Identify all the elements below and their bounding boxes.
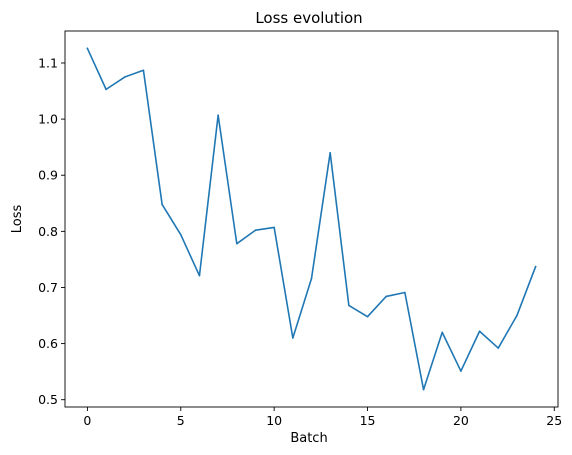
data-point (123, 76, 126, 78)
data-point (534, 265, 537, 268)
data-point (236, 242, 238, 245)
data-point (179, 233, 182, 236)
data-point (86, 47, 89, 50)
y-tick-label: 0.9 (38, 168, 58, 183)
y-tick-label: 0.8 (38, 224, 58, 239)
x-tick-label: 0 (83, 413, 91, 428)
data-point (366, 315, 369, 318)
data-point (217, 114, 219, 116)
data-point (460, 370, 462, 372)
y-tick-label: 1.1 (38, 55, 58, 70)
chart-title: Loss evolution (255, 9, 362, 27)
data-point (422, 388, 425, 391)
x-tick-label: 20 (453, 413, 469, 428)
data-point (497, 347, 500, 349)
data-point (385, 295, 388, 298)
x-axis-label: Batch (290, 431, 327, 446)
data-point (478, 330, 481, 333)
y-tick-label: 0.5 (38, 392, 58, 407)
data-point (254, 229, 257, 232)
y-tick-label: 0.6 (38, 336, 58, 351)
data-point (161, 203, 163, 206)
data-point (105, 88, 107, 91)
data-point (142, 69, 145, 72)
data-point (441, 331, 444, 334)
x-tick-label: 10 (266, 413, 282, 428)
x-tick-label: 5 (177, 413, 185, 428)
y-axis-label: Loss (10, 205, 25, 234)
data-point (292, 337, 294, 339)
plot-area-frame (64, 30, 559, 408)
data-point (310, 277, 313, 280)
series-layer (86, 47, 537, 391)
data-point (404, 291, 406, 294)
data-point (273, 226, 275, 229)
data-point (348, 304, 350, 307)
data-point (516, 314, 518, 317)
x-axis-ticks: 0 5 10 15 20 25 (83, 407, 562, 428)
x-tick-label: 15 (360, 413, 376, 428)
data-point (329, 151, 331, 154)
y-tick-label: 0.7 (38, 280, 58, 295)
data-point (198, 274, 201, 277)
y-tick-label: 1.0 (38, 112, 58, 127)
y-axis-ticks: 0.5 0.6 0.7 0.8 0.9 1.0 1.1 (38, 55, 65, 407)
x-tick-label: 25 (546, 413, 562, 428)
